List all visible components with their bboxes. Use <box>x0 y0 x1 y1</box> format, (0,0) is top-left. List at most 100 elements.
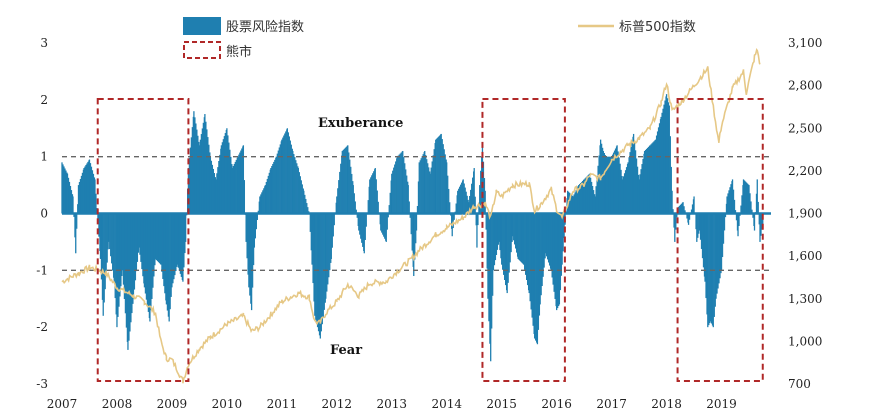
risk-bar <box>540 213 542 296</box>
risk-bar <box>447 175 449 214</box>
risk-bar <box>74 213 76 238</box>
risk-bar <box>250 213 253 311</box>
risk-bar <box>415 213 417 244</box>
risk-bar <box>594 196 596 214</box>
risk-bar <box>140 213 142 262</box>
risk-bar <box>191 127 194 214</box>
risk-bar <box>79 178 82 214</box>
risk-bar <box>536 213 538 343</box>
risk-bar <box>252 213 255 266</box>
risk-bar <box>591 185 594 214</box>
risk-bar <box>338 180 340 214</box>
risk-bar <box>535 213 537 341</box>
risk-bar <box>394 164 396 214</box>
risk-bar <box>135 213 138 272</box>
risk-bar <box>431 161 433 214</box>
risk-bar <box>130 213 132 323</box>
left-tick-label: 3 <box>40 36 48 50</box>
risk-bar <box>438 136 440 214</box>
risk-bar <box>377 201 379 214</box>
risk-bar <box>220 145 223 214</box>
risk-bar <box>656 131 659 214</box>
risk-bar <box>102 213 104 316</box>
risk-bar <box>477 213 479 226</box>
risk-bar <box>275 156 277 214</box>
risk-bar <box>525 213 527 275</box>
risk-bar <box>753 213 756 231</box>
risk-bar <box>636 166 639 214</box>
risk-bar <box>515 213 517 249</box>
risk-bar <box>498 213 500 242</box>
risk-bar <box>287 132 289 214</box>
risk-bar <box>744 181 747 214</box>
risk-bar <box>99 213 102 259</box>
risk-bar <box>413 213 415 277</box>
risk-bar <box>312 213 314 284</box>
risk-bar <box>728 190 730 214</box>
risk-bar <box>476 213 478 248</box>
risk-bar <box>738 213 740 226</box>
risk-bar <box>352 185 354 214</box>
x-tick-label: 2013 <box>376 397 407 411</box>
risk-bar <box>100 213 103 280</box>
risk-bar <box>400 152 402 214</box>
risk-bar <box>221 142 224 214</box>
risk-bar <box>514 213 516 245</box>
risk-bar <box>616 145 618 214</box>
risk-bar <box>752 213 754 218</box>
annotation-exuberance: Exuberance <box>318 116 403 131</box>
bear-market-boxes <box>96 98 764 382</box>
risk-bar <box>64 168 66 214</box>
risk-bar <box>123 213 126 299</box>
risk-bar <box>506 213 508 294</box>
risk-bar <box>295 160 297 214</box>
risk-bar <box>115 213 117 315</box>
x-tick-label: 2008 <box>102 397 133 411</box>
risk-bar <box>283 135 285 214</box>
risk-bar <box>617 151 619 214</box>
risk-bar <box>227 135 229 214</box>
risk-bar <box>415 213 418 231</box>
risk-bar <box>332 213 334 237</box>
risk-bar <box>239 152 241 214</box>
risk-bar <box>479 185 481 214</box>
risk-bar <box>343 148 345 214</box>
risk-bar <box>344 147 346 214</box>
risk-bar <box>600 143 603 214</box>
risk-bar <box>711 213 714 326</box>
risk-bar <box>349 159 351 214</box>
risk-bar <box>142 213 144 277</box>
risk-bar <box>576 188 578 214</box>
risk-bar <box>430 167 432 214</box>
risk-bar <box>226 128 228 214</box>
risk-bar <box>748 185 750 214</box>
risk-bar <box>701 213 704 259</box>
risk-bar <box>715 213 717 299</box>
risk-bar <box>300 180 302 214</box>
risk-bar <box>286 128 288 214</box>
risk-bar <box>509 213 511 263</box>
risk-bar <box>376 190 378 214</box>
risk-bar <box>128 213 130 341</box>
risk-bar <box>188 157 191 214</box>
risk-bar <box>666 98 669 214</box>
risk-bar <box>663 104 665 214</box>
risk-bar <box>746 183 749 214</box>
risk-bar <box>399 153 401 214</box>
risk-bar <box>362 213 364 247</box>
risk-bar <box>489 213 491 344</box>
risk-bar <box>478 202 480 214</box>
risk-bar <box>120 213 122 287</box>
risk-bar <box>440 133 442 214</box>
risk-bar <box>428 167 430 214</box>
risk-bar <box>543 213 545 268</box>
risk-bar <box>347 145 349 214</box>
x-tick-label: 2018 <box>651 397 682 411</box>
risk-bar <box>480 170 482 214</box>
risk-bar <box>653 141 655 214</box>
risk-bar <box>645 148 648 214</box>
risk-bar <box>157 213 160 263</box>
risk-bar <box>708 213 710 326</box>
risk-bar <box>619 163 621 214</box>
risk-bar <box>255 213 257 230</box>
